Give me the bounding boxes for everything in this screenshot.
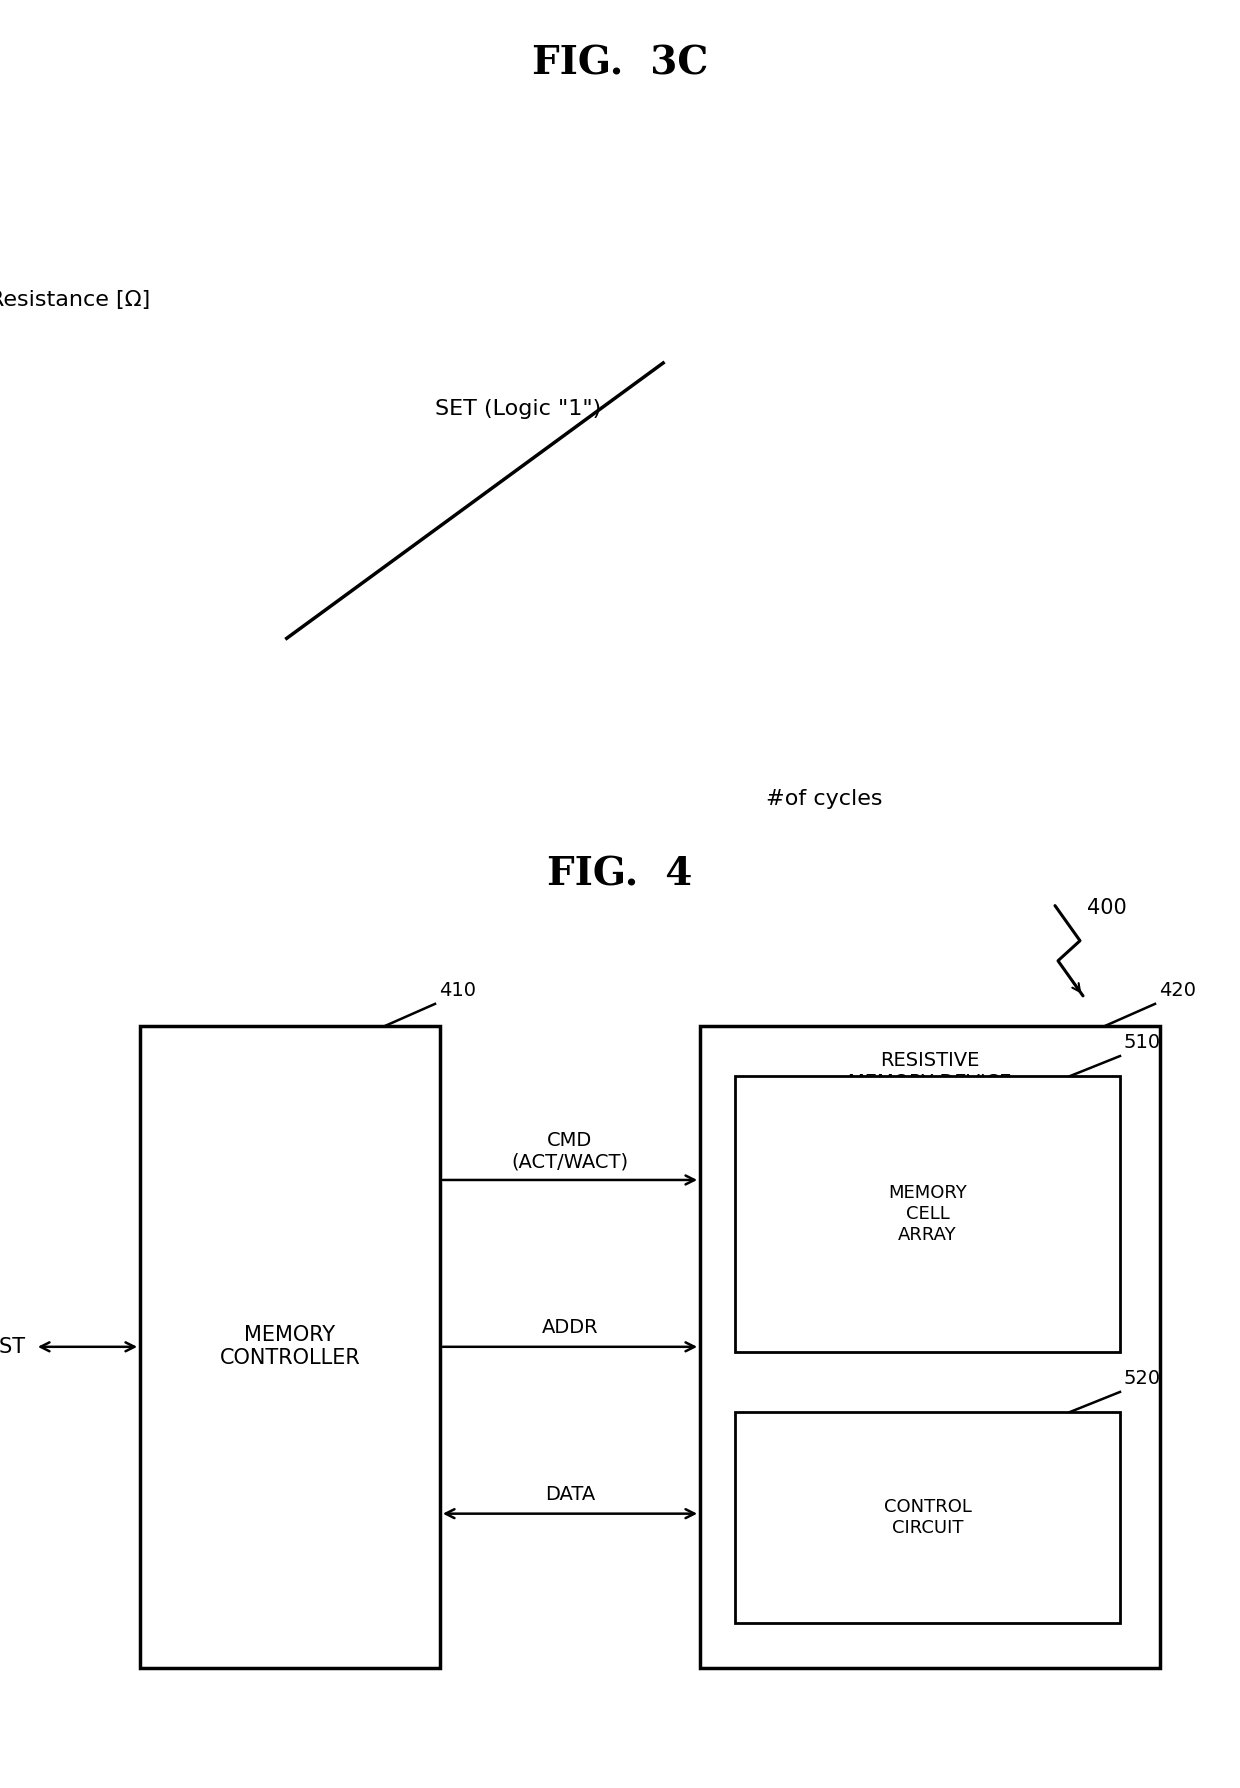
Text: 420: 420 bbox=[1159, 982, 1197, 999]
Text: SET (Logic "1"): SET (Logic "1") bbox=[435, 399, 601, 420]
Bar bbox=[140, 1026, 440, 1668]
Bar bbox=[735, 1413, 1120, 1622]
Text: MEMORY
CELL
ARRAY: MEMORY CELL ARRAY bbox=[888, 1184, 967, 1244]
Text: MEMORY
CONTROLLER: MEMORY CONTROLLER bbox=[219, 1325, 361, 1368]
Text: 510: 510 bbox=[1123, 1033, 1161, 1051]
Text: CONTROL
CIRCUIT: CONTROL CIRCUIT bbox=[884, 1498, 971, 1536]
Text: CMD
(ACT/WACT): CMD (ACT/WACT) bbox=[511, 1132, 629, 1171]
Text: 410: 410 bbox=[439, 982, 476, 999]
Text: HOST: HOST bbox=[0, 1337, 25, 1357]
Text: 520: 520 bbox=[1123, 1370, 1161, 1387]
Text: DATA: DATA bbox=[544, 1484, 595, 1504]
Text: #of cycles: #of cycles bbox=[766, 789, 883, 808]
Bar bbox=[701, 1026, 1159, 1668]
Text: Resistance [Ω]: Resistance [Ω] bbox=[0, 290, 150, 311]
Text: FIG.  4: FIG. 4 bbox=[547, 855, 693, 894]
Text: RESISTIVE
MEMORY DEVICE: RESISTIVE MEMORY DEVICE bbox=[848, 1051, 1012, 1092]
Bar bbox=[735, 1076, 1120, 1352]
Text: FIG.  3C: FIG. 3C bbox=[532, 45, 708, 82]
Text: ADDR: ADDR bbox=[542, 1318, 599, 1337]
Text: 400: 400 bbox=[1087, 898, 1127, 917]
